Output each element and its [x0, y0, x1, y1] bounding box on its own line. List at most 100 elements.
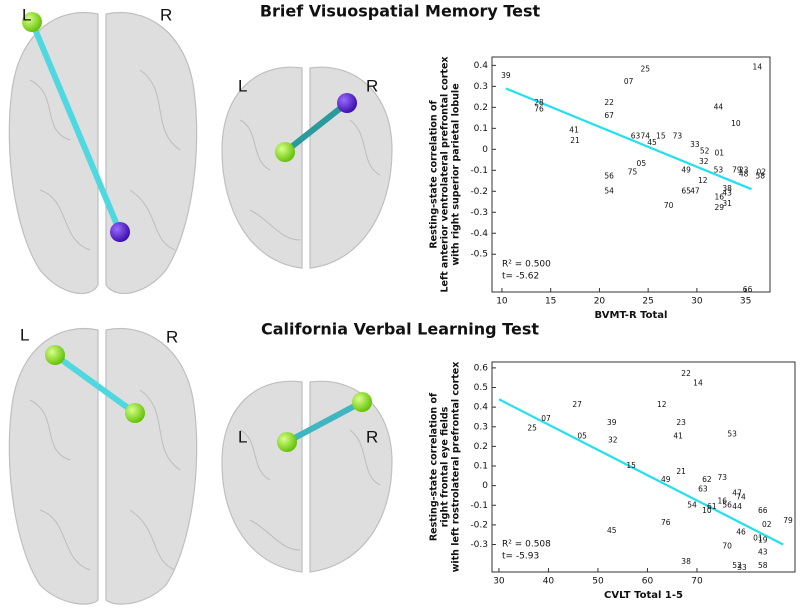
point-label: 43	[758, 547, 768, 556]
y-axis-label: Resting-state correlation of	[429, 392, 440, 541]
point-label: 62	[702, 475, 712, 484]
point-label: 12	[698, 176, 708, 185]
point-label: 45	[647, 138, 657, 147]
point-label: 44	[732, 502, 742, 511]
point-label: 21	[676, 467, 686, 476]
point-label: 02	[762, 520, 772, 529]
point-label: 29	[715, 203, 725, 212]
y-tick-label: 0.6	[474, 363, 489, 373]
point-label: 66	[743, 285, 753, 294]
point-label: 10	[731, 119, 741, 128]
point-label: 05	[637, 159, 647, 168]
node	[22, 12, 42, 32]
point-label: 25	[640, 65, 650, 74]
connection	[53, 352, 137, 416]
node	[45, 345, 65, 365]
point-label: 32	[608, 436, 618, 445]
connection	[285, 399, 364, 445]
point-label: 01	[715, 149, 725, 158]
point-label: 12	[657, 400, 667, 409]
point-label: 16	[717, 496, 727, 505]
hemisphere-label: L	[238, 76, 247, 95]
y-axis-label: right frontal eye fields	[440, 406, 451, 527]
y-tick-label: 0.1	[474, 124, 488, 134]
point-label: 05	[577, 432, 587, 441]
point-label: 52	[732, 561, 742, 570]
point-label: 53	[714, 165, 724, 174]
point-label: 73	[717, 473, 727, 482]
x-tick-label: 40	[543, 577, 555, 587]
point-label: 27	[572, 400, 582, 409]
point-label: 54	[604, 186, 614, 195]
connection	[283, 100, 349, 155]
point-label: 25	[527, 424, 537, 433]
plot-frame	[491, 56, 771, 293]
point-label: 07	[541, 414, 551, 423]
point-label: 61	[707, 502, 717, 511]
y-tick-label: 0	[482, 481, 488, 491]
node	[125, 403, 145, 423]
point-label: 14	[753, 62, 763, 71]
point-label: 23	[739, 165, 749, 174]
point-label: 75	[628, 167, 638, 176]
point-label: 15	[626, 461, 636, 470]
y-axis-label: Resting-state correlation of	[429, 99, 440, 248]
section-title: Brief Visuospatial Memory Test	[260, 2, 541, 21]
brain-axial-bottom: L R	[8, 325, 198, 605]
point-label: 58	[758, 561, 768, 570]
point-label: 56	[722, 500, 732, 509]
point-label: 52	[700, 146, 710, 155]
point-label: 23	[676, 418, 686, 427]
hemisphere-label: R	[166, 327, 178, 346]
point-label: 39	[501, 71, 511, 80]
y-tick-label: 0.4	[474, 61, 489, 71]
fit-line	[498, 398, 784, 546]
x-tick-label: 30	[493, 577, 505, 587]
x-tick-label: 50	[592, 577, 604, 587]
node	[352, 392, 372, 412]
y-tick-label: 0.3	[474, 82, 488, 92]
x-tick-label: 10	[496, 297, 508, 307]
point-label: 63	[698, 485, 708, 494]
point-label: 43	[722, 188, 732, 197]
point-label: 19	[758, 536, 768, 545]
y-tick-label: 0.2	[474, 103, 488, 113]
y-tick-label: -0.3	[470, 540, 488, 550]
brain-coronal-top: L R	[221, 66, 393, 269]
point-label: 47	[690, 186, 700, 195]
y-axis-label: Left anterior ventrolateral prefrontal c…	[440, 56, 451, 292]
brain-coronal-bottom: L R	[221, 380, 393, 573]
hemisphere-label: R	[160, 5, 172, 24]
point-label: 28	[534, 98, 544, 107]
point-label: 41	[673, 432, 683, 441]
point-label: 46	[736, 528, 746, 537]
y-tick-label: -0.1	[470, 166, 488, 176]
point-label: 47	[732, 488, 742, 497]
point-label: 32	[699, 157, 709, 166]
point-label: 39	[607, 418, 617, 427]
point-label: 53	[727, 430, 737, 439]
point-label: 49	[681, 165, 691, 174]
y-tick-label: -0.5	[470, 250, 488, 260]
hemisphere-label: L	[238, 427, 247, 446]
hemisphere-label: R	[366, 76, 378, 95]
node	[337, 93, 357, 113]
y-axis-label: with right superior parietal lobule	[451, 83, 462, 265]
annotation: R² = 0.500	[502, 260, 551, 270]
point-label: 74	[640, 132, 650, 141]
y-tick-label: -0.4	[470, 229, 488, 239]
y-tick-label: 0.5	[474, 383, 488, 393]
point-label: 45	[607, 526, 617, 535]
y-tick-label: -0.1	[470, 501, 488, 511]
node	[277, 432, 297, 452]
point-label: 66	[758, 506, 768, 515]
annotation: R² = 0.508	[502, 540, 551, 550]
point-label: 31	[722, 199, 732, 208]
point-label: 22	[604, 98, 614, 107]
hemisphere-label: L	[22, 5, 31, 24]
point-label: 70	[722, 541, 732, 550]
x-tick-label: 70	[691, 577, 703, 587]
x-tick-label: 15	[545, 297, 556, 307]
point-label: 49	[661, 475, 671, 484]
point-label: 58	[755, 172, 765, 181]
